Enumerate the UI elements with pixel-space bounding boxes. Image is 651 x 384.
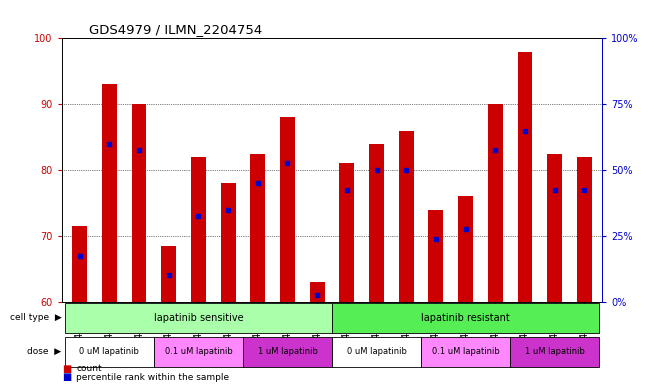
Bar bbox=[221, 183, 236, 302]
Text: 0 uM lapatinib: 0 uM lapatinib bbox=[346, 347, 406, 356]
Bar bbox=[577, 157, 592, 302]
Bar bbox=[332, 303, 599, 333]
Bar bbox=[399, 131, 413, 302]
Bar bbox=[154, 337, 243, 367]
Text: 0.1 uM lapatinib: 0.1 uM lapatinib bbox=[165, 347, 232, 356]
Text: 1 uM lapatinib: 1 uM lapatinib bbox=[525, 347, 585, 356]
Bar bbox=[310, 282, 325, 302]
Text: count: count bbox=[76, 364, 102, 373]
Bar bbox=[488, 104, 503, 302]
Text: 0.1 uM lapatinib: 0.1 uM lapatinib bbox=[432, 347, 499, 356]
Text: ■: ■ bbox=[62, 364, 71, 374]
Bar bbox=[243, 337, 332, 367]
Bar bbox=[332, 337, 421, 367]
Bar bbox=[251, 154, 265, 302]
Bar bbox=[65, 337, 154, 367]
Bar bbox=[65, 303, 332, 333]
Bar bbox=[339, 164, 354, 302]
Text: dose  ▶: dose ▶ bbox=[27, 347, 61, 356]
Text: 0 uM lapatinib: 0 uM lapatinib bbox=[79, 347, 139, 356]
Bar bbox=[161, 246, 176, 302]
Bar bbox=[458, 196, 473, 302]
Bar bbox=[72, 226, 87, 302]
Bar bbox=[510, 337, 599, 367]
Text: 1 uM lapatinib: 1 uM lapatinib bbox=[258, 347, 318, 356]
Bar bbox=[547, 154, 562, 302]
Text: lapatinib resistant: lapatinib resistant bbox=[421, 313, 510, 323]
Text: lapatinib sensitive: lapatinib sensitive bbox=[154, 313, 243, 323]
Bar bbox=[280, 118, 295, 302]
Bar bbox=[132, 104, 146, 302]
Bar bbox=[421, 337, 510, 367]
Bar bbox=[191, 157, 206, 302]
Bar bbox=[428, 210, 443, 302]
Text: GDS4979 / ILMN_2204754: GDS4979 / ILMN_2204754 bbox=[89, 23, 262, 36]
Bar bbox=[102, 84, 117, 302]
Text: percentile rank within the sample: percentile rank within the sample bbox=[76, 373, 229, 382]
Bar bbox=[369, 144, 384, 302]
Text: cell type  ▶: cell type ▶ bbox=[10, 313, 61, 322]
Bar bbox=[518, 51, 533, 302]
Text: ■: ■ bbox=[62, 372, 71, 382]
